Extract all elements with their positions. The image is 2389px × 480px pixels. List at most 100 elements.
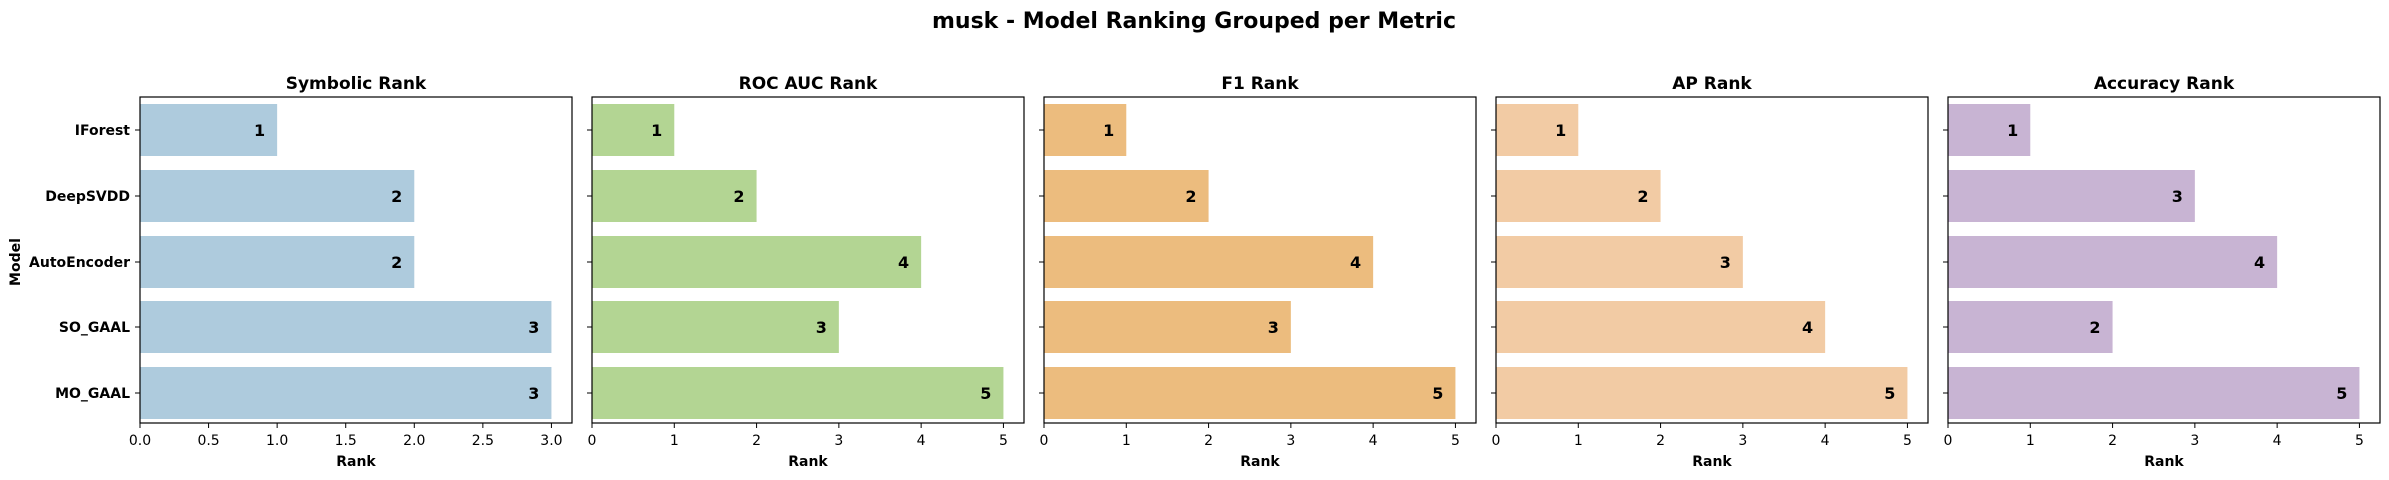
axes-frame — [139, 96, 573, 424]
bar — [592, 170, 757, 222]
y-tick-label: DeepSVDD — [45, 189, 130, 205]
panels: Symbolic Rank 1 2 2 3 3 IForest DeepSVDD AutoEnc… — [29, 74, 2381, 470]
bar — [592, 236, 922, 288]
x-tick-label: 3 — [834, 433, 843, 449]
x-tick-label: 4 — [2273, 433, 2282, 449]
x-tick-label: 3.0 — [540, 433, 562, 449]
panel-title: ROC AUC Rank — [739, 74, 878, 94]
x-tick-label: 4 — [1821, 433, 1830, 449]
bar-value-label: 2 — [1185, 187, 1196, 206]
x-tick-label: 2 — [1204, 433, 1213, 449]
bar-value-label: 2 — [391, 187, 402, 206]
bar-value-label: 5 — [1432, 384, 1443, 403]
bar — [140, 301, 552, 353]
bar — [1044, 170, 1209, 222]
x-tick-label: 5 — [1903, 433, 1912, 449]
bar — [592, 367, 1004, 419]
x-tick-label: 0 — [1492, 433, 1501, 449]
panel-3: F1 Rank 1 2 4 3 5 0 1 2 3 4 5 Rank — [1039, 74, 1477, 470]
panel-2: ROC AUC Rank 1 2 4 3 5 0 1 2 3 4 5 Rank — [587, 74, 1025, 470]
panel-title: Accuracy Rank — [2094, 74, 2235, 94]
bar-value-label: 2 — [2089, 318, 2100, 337]
x-tick-label: 1 — [670, 433, 679, 449]
x-axis-label: Rank — [1692, 454, 1732, 470]
bar-value-label: 5 — [980, 384, 991, 403]
bar — [1044, 104, 1127, 156]
x-tick-label: 5 — [2355, 433, 2364, 449]
bar — [1044, 236, 1374, 288]
bar-value-label: 1 — [254, 121, 265, 140]
x-tick-label: 3 — [2190, 433, 2199, 449]
x-axis-label: Rank — [788, 454, 828, 470]
axes-frame — [591, 96, 1025, 424]
panel-title: F1 Rank — [1221, 74, 1299, 94]
x-tick-label: 1 — [1122, 433, 1131, 449]
axes-frame — [1947, 96, 2381, 424]
bar — [1496, 301, 1826, 353]
bar — [592, 301, 839, 353]
x-axis-label: Rank — [2144, 454, 2184, 470]
x-tick-label: 1.0 — [266, 433, 288, 449]
bar — [1044, 367, 1456, 419]
panel-title: Symbolic Rank — [286, 74, 427, 94]
x-tick-label: 0 — [1040, 433, 1049, 449]
x-axis-label: Rank — [336, 454, 376, 470]
x-tick-label: 0 — [588, 433, 597, 449]
y-tick-label: MO_GAAL — [55, 386, 130, 402]
bar — [140, 104, 278, 156]
x-tick-label: 4 — [917, 433, 926, 449]
bar — [140, 170, 415, 222]
bar — [140, 236, 415, 288]
bar — [1948, 236, 2278, 288]
bar-value-label: 5 — [1884, 384, 1895, 403]
bar-value-label: 3 — [528, 318, 539, 337]
x-tick-label: 2.0 — [403, 433, 425, 449]
axes-frame — [1495, 96, 1929, 424]
x-tick-label: 4 — [1369, 433, 1378, 449]
y-tick-label: SO_GAAL — [59, 320, 130, 336]
y-tick-label: IForest — [75, 123, 131, 139]
bar-value-label: 4 — [898, 253, 909, 272]
x-tick-label: 2.5 — [472, 433, 494, 449]
bar-value-label: 1 — [2007, 121, 2018, 140]
y-tick-label: AutoEncoder — [29, 255, 130, 271]
x-tick-label: 5 — [999, 433, 1008, 449]
bar-value-label: 1 — [1103, 121, 1114, 140]
panel-4: AP Rank 1 2 3 4 5 0 1 2 3 4 5 Rank — [1491, 74, 1929, 470]
figure-title: musk - Model Ranking Grouped per Metric — [932, 9, 1456, 34]
bar-value-label: 2 — [733, 187, 744, 206]
panel-1: Symbolic Rank 1 2 2 3 3 IForest DeepSVDD AutoEnc… — [29, 74, 573, 470]
bar-value-label: 5 — [2336, 384, 2347, 403]
x-tick-label: 0.0 — [129, 433, 151, 449]
bar-value-label: 3 — [1720, 253, 1731, 272]
bar — [1948, 301, 2113, 353]
bar — [1948, 367, 2360, 419]
x-tick-label: 0 — [1944, 433, 1953, 449]
bar-value-label: 2 — [1637, 187, 1648, 206]
bar-value-label: 4 — [1350, 253, 1361, 272]
x-tick-label: 2 — [1656, 433, 1665, 449]
bar-value-label: 4 — [2254, 253, 2265, 272]
bar — [1496, 367, 1908, 419]
bar-value-label: 3 — [1268, 318, 1279, 337]
x-tick-label: 1 — [1574, 433, 1583, 449]
bar — [1044, 301, 1291, 353]
y-axis-title: Model — [8, 238, 24, 286]
panel-5: Accuracy Rank 1 3 4 2 5 0 1 2 3 4 5 Rank — [1943, 74, 2381, 470]
bar-value-label: 3 — [528, 384, 539, 403]
bar-value-label: 3 — [2172, 187, 2183, 206]
bar — [140, 367, 552, 419]
bar — [1948, 170, 2195, 222]
bar — [592, 104, 675, 156]
x-tick-label: 3 — [1286, 433, 1295, 449]
bar-value-label: 1 — [1555, 121, 1566, 140]
bar — [1496, 104, 1579, 156]
x-tick-label: 1.5 — [335, 433, 357, 449]
panel-title: AP Rank — [1672, 74, 1752, 94]
bar — [1496, 236, 1743, 288]
axes-frame — [1043, 96, 1477, 424]
x-tick-label: 1 — [2026, 433, 2035, 449]
bar-value-label: 3 — [816, 318, 827, 337]
x-tick-label: 0.5 — [197, 433, 219, 449]
